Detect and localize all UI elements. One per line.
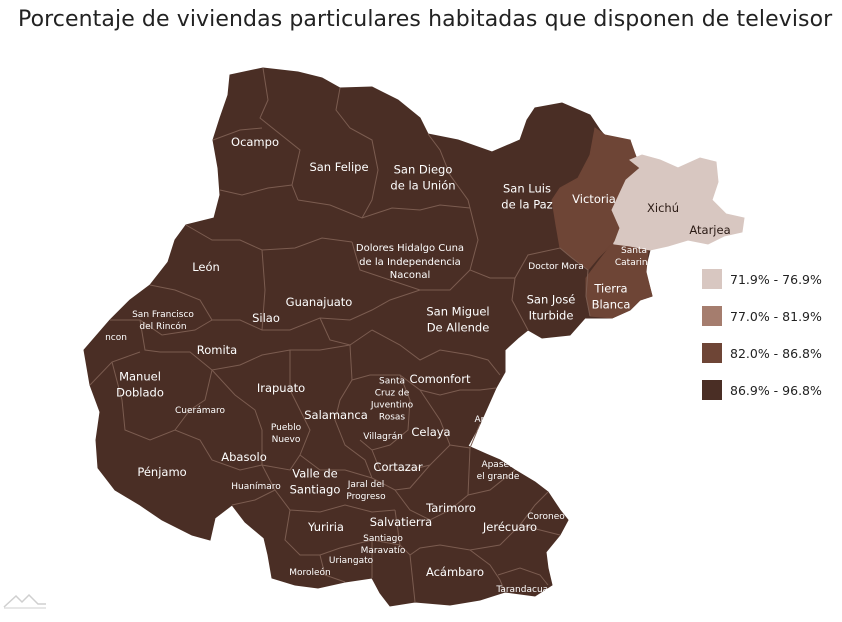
legend-swatch-1 [702, 269, 722, 289]
label-atarjea: Atarjea [689, 223, 731, 238]
label-cortazar: Cortazar [373, 460, 423, 475]
label-tarimoro: Tarimoro [426, 501, 476, 516]
legend-swatch-3 [702, 343, 722, 363]
legend-item-1: 71.9% - 76.9% [702, 268, 822, 290]
label-romita: Romita [196, 343, 238, 358]
label-purisima-del-rincon: ncon [105, 332, 127, 343]
label-comonfort: Comonfort [409, 372, 471, 387]
label-jerecuaro: Jerécuaro [482, 520, 538, 535]
label-santa-catarina: Santa Catarina [614, 245, 654, 268]
legend-item-4: 86.9% - 96.8% [702, 379, 822, 401]
label-tarandacuao: Tarandacuao [496, 584, 554, 595]
state-region-main [83, 67, 653, 607]
label-guanajuato: Guanajuato [285, 295, 353, 310]
label-san-felipe: San Felipe [309, 160, 369, 175]
label-penjamo: Pénjamo [137, 465, 187, 480]
label-santa-cruz-de-juventino-rosas: Santa Cruz de Juventino Rosas [370, 376, 414, 424]
label-acambaro: Acámbaro [425, 565, 485, 580]
label-ocampo: Ocampo [231, 135, 279, 150]
mountain-logo-icon [3, 593, 46, 609]
label-abasolo: Abasolo [221, 450, 267, 465]
label-yuriria: Yuriria [308, 520, 344, 535]
label-cueramaro: Cuerámaro [174, 405, 226, 416]
label-irapuato: Irapuato [256, 381, 306, 396]
map-title: Porcentaje de viviendas particulares hab… [18, 7, 833, 32]
label-uriangato: Uriangato [328, 555, 374, 566]
legend-label-2: 77.0% - 81.9% [730, 308, 822, 324]
label-villagran: Villagrán [363, 431, 403, 442]
label-san-jose-iturbide: San José Iturbide [526, 292, 576, 322]
label-huanimaro: Huanímaro [231, 481, 281, 492]
legend-label-1: 71.9% - 76.9% [730, 271, 822, 287]
label-pueblo-nuevo: Pueblo Nuevo [270, 422, 302, 445]
legend-swatch-2 [702, 306, 722, 326]
label-apaseo-el-grande: Apaseo el grande [476, 459, 520, 482]
label-tierra-blanca: Tierra Blanca [591, 281, 631, 311]
label-salvatierra: Salvatierra [369, 515, 433, 530]
label-santiago-maravatio: Santiago Maravatío [360, 533, 406, 556]
label-silao: Silao [252, 311, 280, 326]
label-victoria: Victoria [572, 192, 616, 207]
label-jaral-del-progreso: Jaral del Progreso [346, 479, 386, 502]
label-valle-de-santiago: Valle de Santiago [289, 466, 341, 496]
label-doctor-mora: Doctor Mora [528, 261, 584, 272]
label-coroneo: Coroneo [527, 511, 565, 522]
label-celaya: Celaya [411, 425, 451, 440]
legend-item-3: 82.0% - 86.8% [702, 342, 822, 364]
label-san-diego-de-la-union: San Diego de la Unión [390, 162, 456, 192]
label-salamanca: Salamanca [304, 408, 368, 423]
label-apaseo-el-alto: Apaseo el alto [474, 414, 508, 437]
municipal-boundaries [89, 67, 591, 603]
label-xichu: Xichú [647, 201, 679, 216]
label-moroleon: Moroleón [289, 567, 331, 578]
legend: 71.9% - 76.9% 77.0% - 81.9% 82.0% - 86.8… [702, 268, 822, 416]
legend-swatch-4 [702, 380, 722, 400]
label-leon: León [192, 260, 220, 275]
label-san-francisco-del-rincon: San Francisco del Rincón [132, 309, 194, 332]
legend-label-3: 82.0% - 86.8% [730, 345, 822, 361]
state-region-xichu-atarjea [611, 154, 745, 251]
legend-label-4: 86.9% - 96.8% [730, 382, 822, 398]
label-san-luis-de-la-paz: San Luis de la Paz [501, 181, 553, 211]
label-dolores-hidalgo: Dolores Hidalgo Cuna de la Independencia N… [355, 242, 465, 281]
legend-item-2: 77.0% - 81.9% [702, 305, 822, 327]
label-manuel-doblado: Manuel Doblado [116, 369, 164, 399]
label-san-miguel-de-allende: San Miguel De Allende [426, 304, 490, 334]
